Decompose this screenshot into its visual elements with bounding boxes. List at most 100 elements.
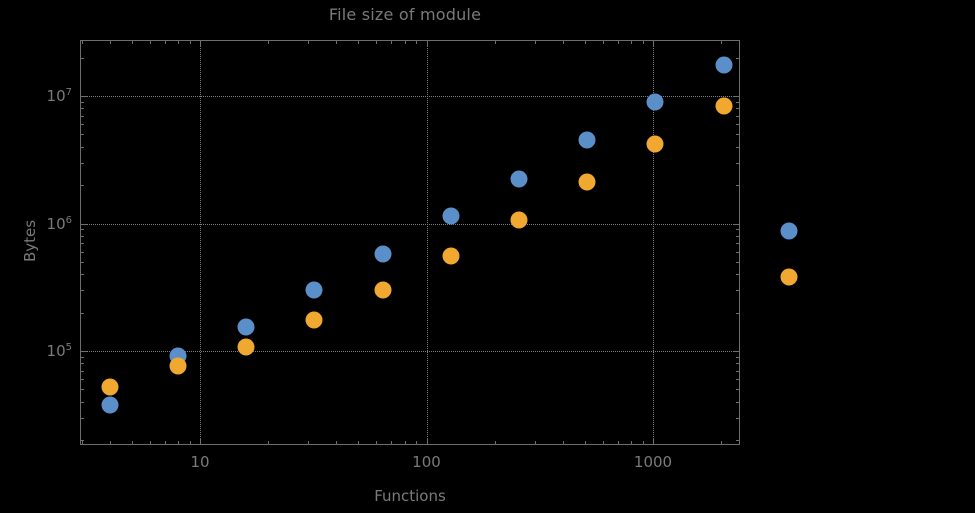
- y-tick-minor: [80, 57, 84, 59]
- data-point: [510, 211, 528, 229]
- data-point: [578, 131, 596, 149]
- x-tick-minor: [178, 441, 180, 445]
- x-tick-major: [653, 438, 654, 445]
- x-tick-minor: [336, 441, 338, 445]
- y-tick-minor: [736, 370, 740, 372]
- y-tick-exponent: 5: [65, 342, 72, 353]
- data-point: [237, 338, 255, 356]
- x-tick-minor: [81, 40, 83, 44]
- y-tick-minor: [80, 185, 84, 187]
- data-point: [646, 93, 664, 111]
- x-tick-minor: [721, 441, 723, 445]
- y-tick-major: [733, 351, 740, 352]
- x-tick-minor: [149, 40, 151, 44]
- y-tick-minor: [80, 235, 84, 237]
- x-tick-minor: [404, 441, 406, 445]
- x-tick-minor: [358, 40, 360, 44]
- gridline-horizontal: [80, 351, 740, 352]
- x-tick-minor: [534, 40, 536, 44]
- x-tick-minor: [376, 40, 378, 44]
- data-point: [715, 56, 733, 74]
- x-tick-minor: [164, 40, 166, 44]
- data-point: [169, 357, 187, 375]
- y-tick-minor: [80, 162, 84, 164]
- y-tick-minor: [80, 417, 84, 419]
- x-tick-minor: [494, 40, 496, 44]
- y-tick-minor: [80, 108, 84, 110]
- x-tick-minor: [376, 441, 378, 445]
- y-tick-major: [80, 223, 87, 225]
- y-tick-mantissa: 10: [46, 342, 66, 360]
- x-tick-minor: [602, 441, 604, 445]
- y-tick-minor: [736, 417, 740, 419]
- y-tick-exponent: 6: [65, 214, 72, 226]
- x-tick-minor: [149, 441, 151, 445]
- x-tick-major: [200, 438, 201, 445]
- y-tick-minor: [80, 440, 84, 442]
- data-point: [101, 396, 119, 414]
- x-tick-minor: [109, 40, 111, 44]
- x-tick-minor: [189, 441, 191, 445]
- y-tick-label: 105: [22, 342, 72, 360]
- y-tick-mantissa: 10: [46, 87, 66, 105]
- x-tick-major: [653, 40, 654, 47]
- y-tick-minor: [80, 389, 84, 391]
- x-axis-label: Functions: [374, 487, 446, 505]
- x-tick-major: [200, 40, 201, 47]
- x-tick-major: [426, 40, 428, 47]
- x-tick-minor: [416, 441, 418, 445]
- x-tick-minor: [164, 441, 166, 445]
- y-tick-minor: [736, 57, 740, 59]
- y-tick-major: [80, 96, 87, 97]
- x-tick-minor: [631, 40, 633, 44]
- y-tick-minor: [736, 162, 740, 164]
- y-tick-minor: [80, 261, 84, 263]
- data-point: [101, 378, 119, 396]
- y-tick-minor: [80, 401, 84, 403]
- y-tick-minor: [80, 101, 84, 103]
- data-point: [715, 97, 733, 115]
- y-tick-minor: [736, 185, 740, 187]
- y-tick-minor: [80, 115, 84, 117]
- x-tick-minor: [308, 40, 310, 44]
- y-tick-minor: [80, 363, 84, 365]
- x-tick-minor: [109, 441, 111, 445]
- x-tick-minor: [494, 441, 496, 445]
- data-point: [578, 173, 596, 191]
- y-tick-minor: [736, 229, 740, 231]
- x-tick-minor: [617, 441, 619, 445]
- x-tick-minor: [308, 441, 310, 445]
- y-tick-major: [733, 96, 740, 97]
- gridline-horizontal: [80, 223, 740, 225]
- y-tick-minor: [736, 251, 740, 253]
- x-tick-minor: [534, 441, 536, 445]
- x-tick-minor: [358, 441, 360, 445]
- data-point: [780, 222, 798, 240]
- x-tick-minor: [404, 40, 406, 44]
- y-tick-minor: [80, 124, 84, 126]
- y-tick-minor: [736, 356, 740, 358]
- data-point: [442, 207, 460, 225]
- y-axis-label: Bytes: [21, 219, 39, 263]
- y-tick-minor: [736, 146, 740, 148]
- x-tick-minor: [391, 441, 393, 445]
- y-tick-minor: [736, 243, 740, 245]
- y-tick-exponent: 7: [65, 87, 72, 98]
- y-tick-minor: [736, 312, 740, 314]
- x-tick-minor: [178, 40, 180, 44]
- y-tick-minor: [736, 389, 740, 391]
- y-tick-minor: [80, 312, 84, 314]
- data-point: [442, 247, 460, 265]
- x-tick-major: [426, 438, 428, 445]
- x-tick-minor: [562, 40, 564, 44]
- x-tick-minor: [391, 40, 393, 44]
- x-tick-minor: [336, 40, 338, 44]
- y-tick-minor: [80, 134, 84, 136]
- x-tick-minor: [268, 40, 270, 44]
- x-tick-label: 100: [412, 453, 441, 471]
- y-tick-minor: [80, 370, 84, 372]
- plot-frame: [80, 40, 740, 445]
- plot-area: [80, 40, 740, 445]
- x-tick-minor: [721, 40, 723, 44]
